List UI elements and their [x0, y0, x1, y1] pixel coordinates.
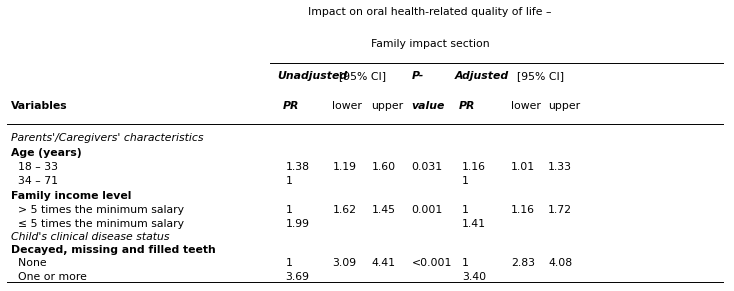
Text: 1.72: 1.72 — [548, 205, 573, 215]
Text: 1.16: 1.16 — [511, 205, 535, 215]
Text: Child's clinical disease status: Child's clinical disease status — [11, 232, 170, 242]
Text: 1.62: 1.62 — [333, 205, 357, 215]
Text: 1: 1 — [462, 205, 469, 215]
Text: [95% CI]: [95% CI] — [339, 71, 386, 81]
Text: 1.38: 1.38 — [286, 162, 310, 172]
Text: 1.33: 1.33 — [548, 162, 573, 172]
Text: 1.41: 1.41 — [462, 219, 486, 229]
Text: 1: 1 — [286, 205, 293, 215]
Text: Decayed, missing and filled teeth: Decayed, missing and filled teeth — [11, 245, 216, 255]
Text: 2.83: 2.83 — [511, 258, 535, 268]
Text: Family income level: Family income level — [11, 191, 131, 200]
Text: None: None — [11, 258, 46, 268]
Text: <0.001: <0.001 — [412, 258, 452, 268]
Text: PR: PR — [283, 101, 299, 111]
Text: 0.001: 0.001 — [412, 205, 443, 215]
Text: lower: lower — [333, 101, 363, 111]
Text: P-: P- — [412, 71, 424, 81]
Text: 1.16: 1.16 — [462, 162, 486, 172]
Text: 1: 1 — [286, 258, 293, 268]
Text: Unadjusted: Unadjusted — [277, 71, 347, 81]
Text: 1.01: 1.01 — [511, 162, 535, 172]
Text: 4.41: 4.41 — [371, 258, 396, 268]
Text: 0.031: 0.031 — [412, 162, 443, 172]
Text: value: value — [412, 101, 445, 111]
Text: 3.40: 3.40 — [462, 272, 486, 282]
Text: upper: upper — [548, 101, 581, 111]
Text: Age (years): Age (years) — [11, 148, 81, 158]
Text: PR: PR — [459, 101, 476, 111]
Text: 1.19: 1.19 — [333, 162, 357, 172]
Text: One or more: One or more — [11, 272, 87, 282]
Text: 1.99: 1.99 — [286, 219, 310, 229]
Text: lower: lower — [511, 101, 541, 111]
Text: 34 – 71: 34 – 71 — [11, 176, 58, 186]
Text: 4.08: 4.08 — [548, 258, 573, 268]
Text: Variables: Variables — [11, 101, 68, 111]
Text: 1.45: 1.45 — [371, 205, 396, 215]
Text: 1.60: 1.60 — [371, 162, 396, 172]
Text: upper: upper — [371, 101, 404, 111]
Text: Parents'/Caregivers' characteristics: Parents'/Caregivers' characteristics — [11, 133, 203, 143]
Text: 18 – 33: 18 – 33 — [11, 162, 58, 172]
Text: Family impact section: Family impact section — [371, 39, 490, 49]
Text: 1: 1 — [462, 258, 469, 268]
Text: 3.09: 3.09 — [333, 258, 357, 268]
Text: 1: 1 — [462, 176, 469, 186]
Text: Adjusted: Adjusted — [455, 71, 509, 81]
Text: > 5 times the minimum salary: > 5 times the minimum salary — [11, 205, 184, 215]
Text: 3.69: 3.69 — [286, 272, 310, 282]
Text: [95% CI]: [95% CI] — [517, 71, 564, 81]
Text: ≤ 5 times the minimum salary: ≤ 5 times the minimum salary — [11, 219, 184, 229]
Text: Impact on oral health-related quality of life –: Impact on oral health-related quality of… — [308, 7, 552, 17]
Text: 1: 1 — [286, 176, 293, 186]
